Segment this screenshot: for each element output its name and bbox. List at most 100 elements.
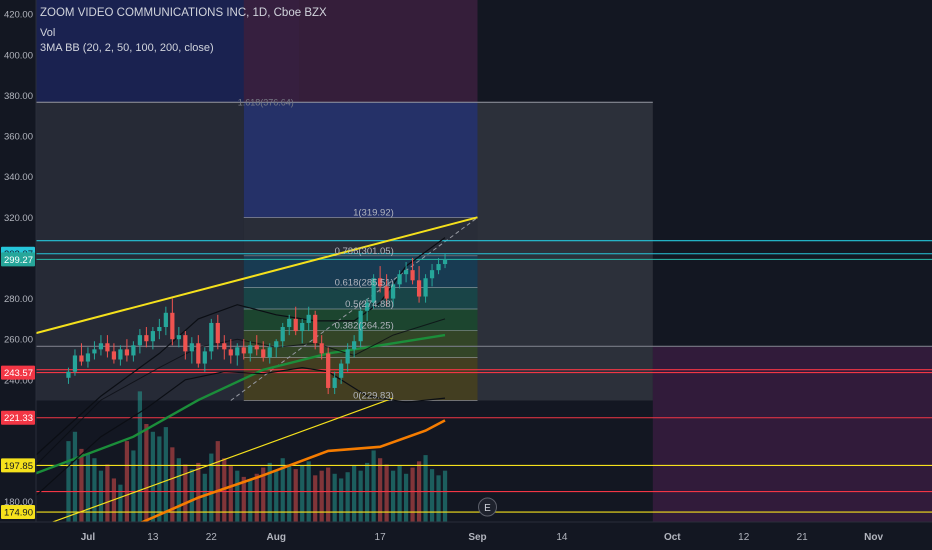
candle-body [118,349,123,360]
x-tick-label: Sep [468,532,486,543]
candle-body [442,259,448,265]
candle-body [144,335,149,342]
price-tag [1,365,35,380]
zone-upper-magenta [243,0,478,103]
candle-body [222,343,227,350]
fib-label: 0.5(274.88) [345,299,394,310]
x-tick-label: Nov [864,532,883,543]
fib-label: 0.382(264.25) [335,321,394,332]
candle-body [85,353,91,362]
candle-body [332,377,337,388]
volume-bar [196,462,201,522]
indicator-legend: 3MA BB (20, 2, 50, 100, 200, close) [40,42,214,54]
candle-body [176,335,181,340]
volume-bar [98,470,104,522]
volume-bar [384,464,389,522]
volume-bar [280,458,285,522]
y-tick-label: 380.00 [4,91,33,102]
zone-left-gray [36,102,244,401]
volume-bar [79,448,84,522]
candle-body [293,318,298,332]
volume-bar [92,458,97,522]
x-tick-label: 12 [738,532,750,543]
volume-bar [365,462,370,522]
volume-bar [176,458,181,522]
y-tick-label: 180.00 [4,497,33,508]
volume-bar [170,447,175,522]
volume-bar [85,453,91,522]
candle-body [378,278,383,287]
candle-body [196,343,201,364]
volume-bar [228,466,233,522]
y-tick-label: 320.00 [4,213,33,224]
volume-bar [436,475,441,522]
volume-bar [144,424,149,522]
candle-body [170,312,175,340]
x-tick-label: 14 [556,532,568,543]
candle-body [124,349,130,356]
fib-band-0 [243,217,478,256]
candle-body [215,322,220,344]
volume-bar [378,458,383,522]
fib-label: 0.786(301.05) [335,246,394,257]
ma-green [35,333,446,475]
candle-body [352,341,357,350]
candle-body [92,349,97,354]
volume-bar [241,476,246,522]
x-tick-label: Aug [267,532,286,543]
extension-label: 1.618(376.64) [238,97,294,107]
volume-bar [267,462,272,522]
candle-body [436,264,441,271]
volume-bar [403,473,409,522]
candle-body [429,270,435,279]
candle-body [72,355,78,372]
volume-bar [189,469,194,522]
x-tick-label: 13 [147,532,159,543]
channel-upper [35,216,478,335]
volume-bar [332,473,337,522]
candle-body [248,345,253,354]
volume-bar [163,427,168,522]
candle-body [287,318,292,328]
y-tick-label: 400.00 [4,50,33,61]
x-axis-panel [0,522,932,550]
volume-bar [300,466,305,522]
chart-title: ZOOM VIDEO COMMUNICATIONS INC, 1D, Cboe … [40,7,327,19]
candle-body [326,353,331,388]
y-tick-label: 420.00 [4,10,33,21]
earnings-event-marker [478,497,498,517]
candle-body [267,347,272,358]
y-tick-label: 240.00 [4,375,33,386]
volume-bar [287,464,292,522]
y-tick-label: 280.00 [4,294,33,305]
volume-bar [150,431,155,522]
candle-body [339,363,344,378]
candle-body [384,286,389,299]
volume-bar [222,458,227,522]
volume-bar [215,441,220,522]
zone-right-gray [477,102,653,401]
candle-body [111,351,117,360]
volume-bar [397,466,402,522]
zone-far-right [652,346,932,522]
volume-bar [423,455,428,522]
candle-body [371,278,376,303]
candle-body [423,278,428,297]
candle-body [157,327,162,332]
channel-lower [35,397,394,529]
price-tag [1,252,35,267]
candle-body [163,312,168,328]
candle-body [79,355,84,362]
volume-bar [274,470,279,522]
candle-body [235,347,240,356]
earnings-event-label: E [484,503,491,514]
y-tick-label: 340.00 [4,172,33,183]
candle-body [105,343,110,352]
volume-bar [118,484,123,522]
candle-body [306,314,311,323]
volume-bar [410,467,415,522]
volume-bar [339,478,344,522]
volume-bar [157,436,162,522]
